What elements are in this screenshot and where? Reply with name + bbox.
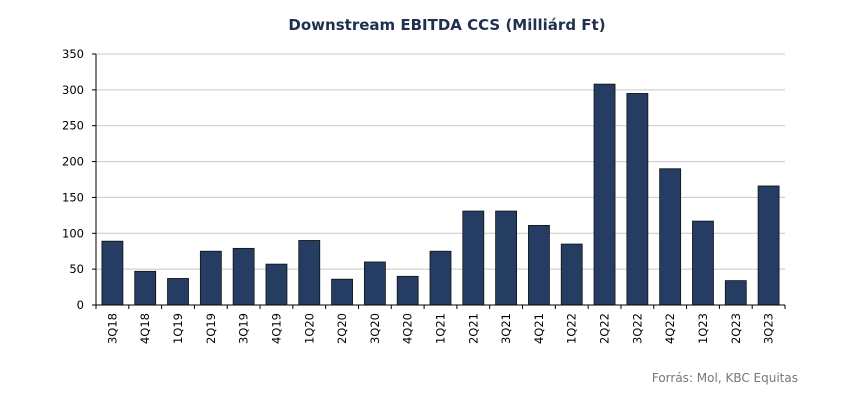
bar [232,247,255,306]
x-tick-label: 1Q21 [434,313,448,344]
bar [134,270,157,306]
bar [724,280,747,306]
x-tick-label: 4Q19 [269,313,283,344]
x-tick-label: 4Q22 [663,313,677,344]
x-tick-label: 3Q23 [762,313,776,344]
x-tick-label: 1Q20 [302,313,316,344]
x-tick-label: 4Q18 [138,313,152,344]
x-tick-label: 3Q22 [630,313,644,344]
y-tick-label: 200 [62,155,84,169]
y-tick-label: 350 [62,47,84,61]
source-note: Forrás: Mol, KBC Equitas [652,371,798,385]
x-tick-label: 3Q19 [237,313,251,344]
x-tick-label: 4Q21 [532,313,546,344]
x-tick-label: 2Q21 [466,313,480,344]
bar [659,168,682,306]
chart-title: Downstream EBITDA CCS (Milliárd Ft) [288,16,605,34]
axes [92,53,786,309]
y-tick-label: 100 [62,226,84,240]
x-tick-label: 3Q20 [368,313,382,344]
bar [331,278,353,306]
x-tick-label: 2Q19 [204,313,218,344]
x-tick-label: 1Q19 [171,313,185,344]
x-tick-label: 1Q23 [696,313,710,344]
x-tick-label: 2Q20 [335,313,349,344]
bars [101,83,780,306]
bar [363,261,386,306]
y-tick-label: 0 [77,298,84,312]
y-tick-label: 250 [62,119,84,133]
bar [298,240,321,306]
x-tick-label: 3Q21 [499,313,513,344]
y-tick-labels: 0 50 100 150 200 250 300 350 [62,47,84,312]
gridlines [96,53,785,270]
bar [101,240,124,306]
y-tick-label: 150 [62,190,84,204]
bar [167,278,189,306]
x-tick-label: 2Q22 [598,313,612,344]
bar [560,243,583,306]
bar [429,250,452,306]
y-tick-label: 50 [69,262,84,276]
y-tick-label: 300 [62,83,84,97]
bar [626,93,649,306]
bar [495,210,518,306]
bar [396,275,419,306]
bar [692,220,714,306]
bar [199,250,222,306]
bar [528,224,550,306]
bar [265,263,288,306]
x-tick-label: 4Q20 [401,313,415,344]
x-tick-label: 1Q22 [565,313,579,344]
x-tick-labels: 3Q18 4Q18 1Q19 2Q19 3Q19 4Q19 1Q20 2Q20 3Q20 4Q20… [105,313,775,344]
x-tick-label: 2Q23 [729,313,743,344]
x-tick-label: 3Q18 [105,313,119,344]
bar [593,83,616,306]
bar [462,210,485,306]
bar [757,185,780,306]
